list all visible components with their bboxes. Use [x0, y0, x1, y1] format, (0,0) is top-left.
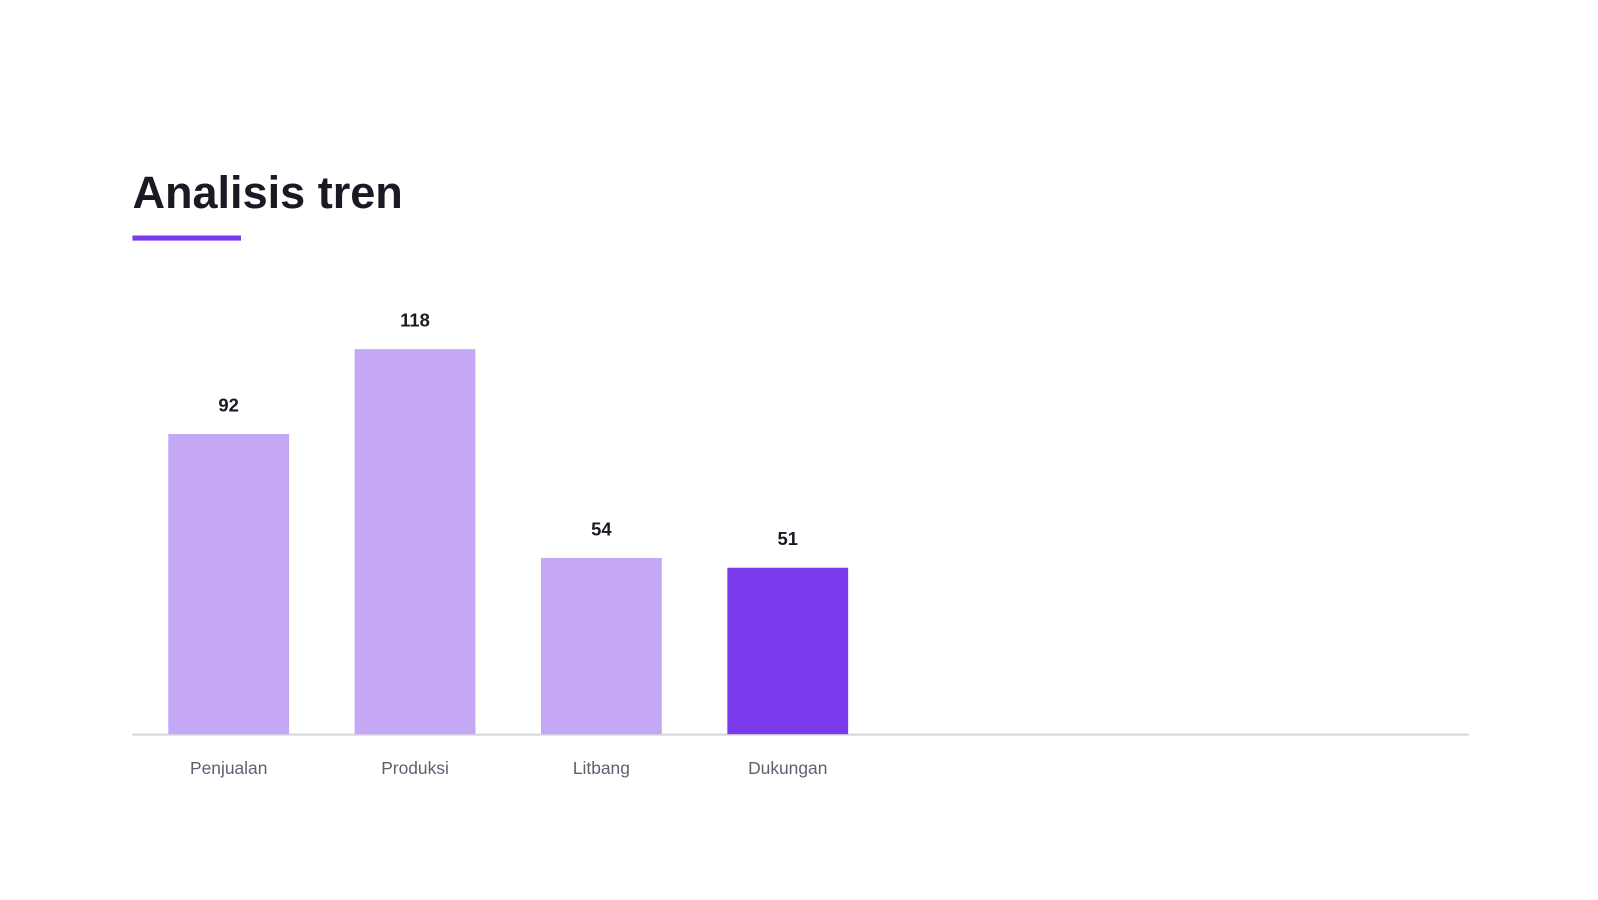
bar	[540, 557, 662, 735]
value-label: 92	[218, 394, 239, 415]
x-tick-label: Litbang	[573, 758, 630, 778]
chart-title: Analisis tren	[132, 167, 402, 218]
bar	[354, 349, 476, 735]
bar	[727, 567, 849, 735]
title-underline	[132, 235, 241, 241]
value-label: 51	[777, 528, 798, 549]
x-tick-label: Produksi	[381, 758, 449, 778]
value-label: 118	[400, 310, 430, 331]
value-label: 54	[591, 518, 612, 539]
x-tick-label: Dukungan	[748, 758, 827, 778]
x-tick-label: Penjualan	[190, 758, 267, 778]
bar	[168, 433, 290, 735]
